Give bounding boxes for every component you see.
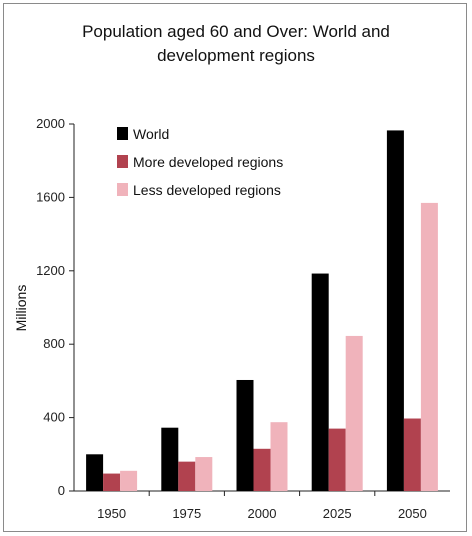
y-tick-label: 400 xyxy=(43,410,65,425)
legend: World More developed regions Less develope… xyxy=(117,126,283,198)
bar xyxy=(195,457,213,491)
x-tick-label: 1975 xyxy=(172,506,201,521)
y-tick-label: 0 xyxy=(58,483,65,498)
legend-swatch xyxy=(117,155,128,168)
bar xyxy=(178,461,196,491)
x-tick-label: 1950 xyxy=(97,506,126,521)
legend-label: World xyxy=(133,126,169,142)
y-tick-label: 1200 xyxy=(36,263,65,278)
y-tick-label: 2000 xyxy=(36,116,65,131)
bar xyxy=(311,273,329,491)
bar xyxy=(120,470,138,491)
bar xyxy=(86,454,104,491)
bar xyxy=(103,473,121,491)
bar xyxy=(403,418,421,491)
legend-label: More developed regions xyxy=(133,154,283,170)
bar xyxy=(270,422,288,491)
bars xyxy=(86,130,438,492)
x-tick-label: 2000 xyxy=(248,506,277,521)
bar xyxy=(386,130,404,492)
y-axis-label: Millions xyxy=(13,285,29,332)
bar xyxy=(253,448,271,491)
legend-label: Less developed regions xyxy=(133,182,281,198)
chart-title: Population aged 60 and Over: World and d… xyxy=(82,22,390,65)
y-tick-label: 1600 xyxy=(36,189,65,204)
axes: 0 400 800 1200 1600 2000 1950 1975 2000 2025 2050 xyxy=(36,116,450,521)
bar xyxy=(161,427,179,491)
x-tick-label: 2025 xyxy=(323,506,352,521)
bar xyxy=(345,335,363,491)
bar xyxy=(420,202,438,491)
legend-swatch xyxy=(117,183,128,196)
y-tick-label: 800 xyxy=(43,336,65,351)
legend-swatch xyxy=(117,127,128,140)
bar xyxy=(236,379,254,491)
bar xyxy=(328,428,346,491)
x-tick-label: 2050 xyxy=(398,506,427,521)
